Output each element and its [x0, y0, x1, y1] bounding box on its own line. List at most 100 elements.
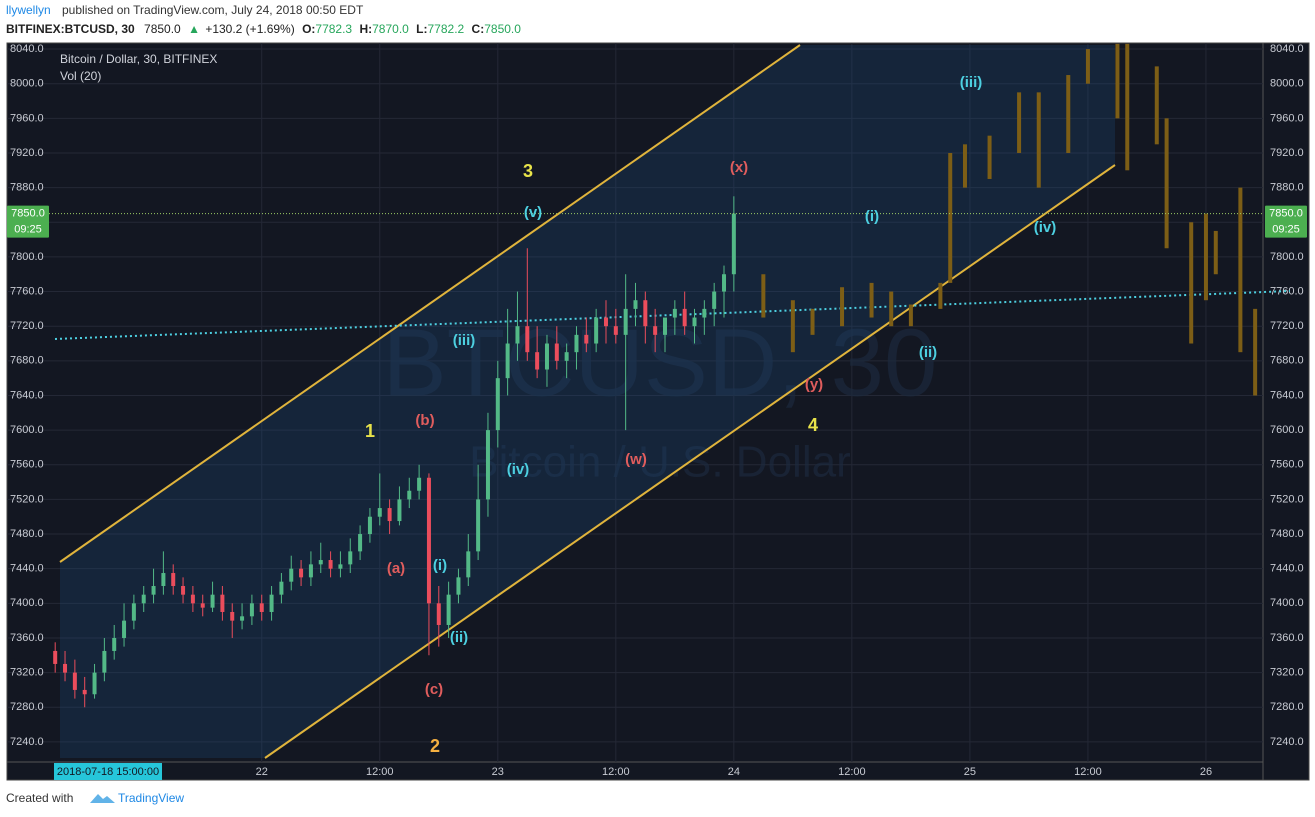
y-tick-label: 7400.0	[1270, 597, 1304, 609]
candle-body	[53, 650, 58, 664]
y-tick-label: 7800.0	[1270, 251, 1304, 263]
plot: 7240.0 7240.0 7280.0 7280.0 7320.0 7320.0 7360…	[7, 43, 1307, 780]
candle-body	[112, 637, 117, 651]
candle-body	[220, 594, 225, 612]
candle-body	[613, 326, 618, 335]
candle-body	[594, 317, 599, 344]
y-tick-label-left: 7880.0	[10, 182, 44, 194]
candle-body	[544, 343, 549, 370]
x-tick-label: 12:00	[838, 766, 866, 778]
candle-body	[269, 594, 274, 612]
candle-body	[407, 490, 412, 500]
wave-label: 2	[430, 736, 440, 756]
candle-body	[485, 430, 490, 500]
y-tick-label: 8000.0	[1270, 78, 1304, 90]
y-tick-label: 7680.0	[1270, 355, 1304, 367]
candle-body	[92, 672, 97, 695]
candle-body	[446, 594, 451, 625]
candle-body	[731, 213, 736, 275]
candle-body	[161, 573, 166, 587]
projection-bar	[790, 300, 795, 353]
channel-fill	[60, 45, 1115, 758]
y-tick-label: 7440.0	[1270, 563, 1304, 575]
projection-bar	[1203, 213, 1208, 301]
projection-bar	[1125, 43, 1130, 171]
candle-body	[240, 616, 245, 621]
candle-body	[358, 534, 363, 552]
author[interactable]: llywellyn	[6, 3, 51, 17]
chart-bg	[6, 42, 1310, 781]
candle-body	[535, 352, 540, 370]
candle-body	[63, 663, 68, 673]
candle-body	[348, 551, 353, 565]
projection-bar	[1238, 187, 1243, 353]
candle-body	[279, 581, 284, 595]
y-tick-label-left: 7680.0	[10, 355, 44, 367]
y-tick-label-left: 7760.0	[10, 285, 44, 297]
wave-label: (iii)	[960, 74, 983, 91]
candle-body	[623, 308, 628, 335]
projection-bar	[1253, 308, 1258, 396]
legend-vol: Vol (20)	[60, 69, 101, 83]
legend-title: Bitcoin / Dollar, 30, BITFINEX	[60, 52, 217, 66]
candle-body	[505, 343, 510, 379]
candle-body	[151, 586, 156, 595]
candle-body	[702, 308, 707, 318]
watermark: BTCUSD, 30	[383, 309, 938, 416]
footer-brand[interactable]: TradingView	[118, 791, 184, 805]
projection-bar	[1164, 118, 1169, 249]
candle-body	[200, 603, 205, 608]
projection-bar	[840, 287, 845, 327]
y-tick-label-left: 7600.0	[10, 424, 44, 436]
countdown-right: 09:25	[1272, 224, 1300, 236]
h-label: H:	[359, 22, 372, 36]
wave-label: (c)	[425, 681, 443, 698]
y-tick-label: 7880.0	[1270, 182, 1304, 194]
y-tick-label: 8040.0	[1270, 43, 1304, 55]
candle-body	[682, 308, 687, 327]
y-tick-label-left: 7920.0	[10, 147, 44, 159]
x-tick-label: 12:00	[366, 766, 394, 778]
l-label: L:	[416, 22, 427, 36]
candle-body	[653, 326, 658, 335]
projection-bar	[1115, 43, 1120, 119]
candle-body	[672, 308, 677, 318]
y-tick-label: 7720.0	[1270, 320, 1304, 332]
y-tick-label: 7480.0	[1270, 528, 1304, 540]
y-tick-label-left: 7440.0	[10, 563, 44, 575]
projection-bar	[1036, 92, 1041, 188]
candle-body	[367, 516, 372, 535]
x-tick-label: 23	[492, 766, 504, 778]
projection-bar	[948, 152, 953, 283]
candle-body	[190, 594, 195, 604]
change: +130.2 (+1.69%)	[205, 22, 294, 36]
wave-label: (iv)	[507, 461, 530, 478]
y-tick-label: 7760.0	[1270, 285, 1304, 297]
candle-body	[318, 560, 323, 565]
arrow: ▲	[188, 22, 200, 36]
projection-bar	[962, 144, 967, 188]
y-tick-label: 7560.0	[1270, 459, 1304, 471]
watermark-sub: Bitcoin / U.S. Dollar	[469, 438, 850, 487]
wave-label: (i)	[433, 557, 447, 574]
x-tick-label: 24	[728, 766, 740, 778]
projection-bar	[761, 274, 766, 318]
cursor-date-box	[54, 763, 162, 780]
candle-body	[308, 564, 313, 578]
h: 7870.0	[372, 22, 409, 36]
candle-body	[564, 352, 569, 361]
projection-bar	[1066, 75, 1071, 153]
y-tick-label-left: 7720.0	[10, 320, 44, 332]
y-tick-label: 7320.0	[1270, 667, 1304, 679]
candle-body	[574, 334, 579, 353]
price: 7850.0	[144, 22, 181, 36]
candle-body	[456, 577, 461, 595]
x-tick-label: 25	[964, 766, 976, 778]
projection-bar	[938, 282, 943, 309]
y-tick-label-left: 7240.0	[10, 736, 44, 748]
y-tick-label: 7240.0	[1270, 736, 1304, 748]
last-price-box-right	[1265, 205, 1307, 238]
candle-body	[397, 499, 402, 522]
wave-label: (y)	[805, 376, 823, 393]
